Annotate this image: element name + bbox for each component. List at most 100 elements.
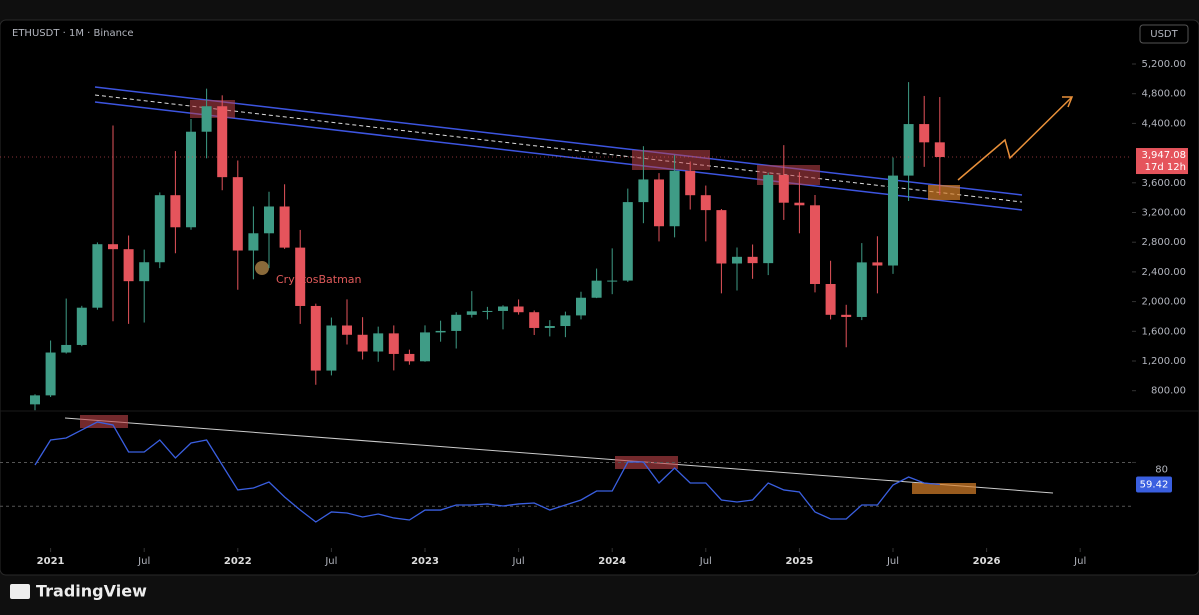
candle-body	[872, 262, 883, 266]
candle-body	[123, 249, 134, 282]
candle-body	[841, 314, 852, 317]
channel-mid	[94, 94, 1023, 203]
candle-body	[139, 262, 150, 282]
y-tick-label: 2,400.00	[1141, 267, 1186, 278]
support-box	[928, 185, 960, 200]
y-tick-label: 2,800.00	[1141, 237, 1186, 248]
y-tick-label: 800.00	[1151, 386, 1186, 397]
candle-body	[404, 353, 415, 362]
candle-body	[856, 262, 867, 317]
candle-body	[591, 280, 602, 298]
candle-body	[669, 170, 680, 227]
channel-bottom	[94, 101, 1023, 211]
watermark-icon	[255, 261, 269, 275]
arrow-head	[1062, 96, 1074, 108]
candle-body	[903, 124, 914, 176]
x-tick-label: 2023	[411, 556, 439, 567]
candle-body	[700, 195, 711, 211]
candle-body	[420, 332, 430, 362]
candle-body	[825, 283, 836, 315]
candle-body	[778, 175, 789, 203]
candle-body	[888, 175, 898, 266]
candle-body	[310, 305, 321, 371]
candle-body	[498, 306, 508, 311]
x-tick-label: Jul	[512, 556, 525, 567]
last-price-label: 3,947.08	[1141, 150, 1186, 161]
candle-body	[170, 195, 181, 228]
candle-body	[607, 280, 618, 282]
candle-body	[934, 142, 945, 158]
candle-body	[685, 170, 696, 196]
rsi-box	[912, 483, 976, 494]
candle-body	[638, 179, 649, 203]
channel-top	[94, 86, 1023, 196]
rsi-box	[80, 415, 128, 428]
brand-logo	[10, 584, 30, 599]
candle-body	[654, 179, 664, 227]
symbol-title: ETHUSDT · 1M · Binance	[12, 28, 134, 39]
x-tick-label: Jul	[699, 556, 712, 567]
candle-body	[232, 177, 243, 251]
candle-body	[560, 315, 571, 327]
candle-body	[61, 344, 72, 353]
candle-body	[919, 124, 930, 143]
candle-body	[622, 202, 633, 281]
candle-body	[154, 195, 165, 263]
candle-body	[810, 205, 820, 284]
candle-body	[576, 297, 586, 316]
candle-body	[217, 106, 228, 178]
rsi-value-label: 59.42	[1140, 479, 1169, 490]
candle-body	[76, 307, 87, 345]
resistance-box	[190, 100, 235, 118]
currency-box	[1139, 24, 1189, 44]
candle-body	[108, 244, 118, 250]
rsi-line	[34, 421, 940, 523]
currency: USDT	[1150, 29, 1178, 40]
y-tick-label: 2,000.00	[1141, 297, 1186, 308]
candle-body	[451, 314, 462, 331]
candle-body	[513, 306, 524, 313]
candle-body	[279, 206, 290, 248]
y-tick-label: 3,200.00	[1141, 207, 1186, 218]
x-tick-label: 2024	[598, 556, 626, 567]
candle-body	[295, 247, 306, 306]
candle-body	[45, 352, 56, 396]
candle-body	[342, 325, 352, 335]
countdown: 17d 12h	[1145, 162, 1186, 173]
rsi-box	[615, 456, 678, 469]
x-tick-label: Jul	[1073, 556, 1086, 567]
y-tick-label: 4,400.00	[1141, 118, 1186, 129]
annotation: CryptosBatman	[276, 273, 362, 286]
y-tick-label: 4,800.00	[1141, 89, 1186, 100]
drawings	[64, 86, 1074, 494]
candle-body	[248, 233, 259, 251]
rsi-trendline	[64, 417, 1054, 494]
y-tick-label: 5,200.00	[1141, 59, 1186, 70]
candle-body	[466, 311, 477, 315]
x-tick-label: Jul	[137, 556, 150, 567]
candle-body	[544, 326, 555, 328]
candle-body	[794, 202, 805, 206]
candle-body	[732, 256, 742, 264]
candle-body	[326, 325, 337, 371]
candle-body	[716, 210, 727, 264]
candle-body	[186, 131, 196, 228]
x-tick-label: Jul	[324, 556, 337, 567]
x-tick-label: Jul	[886, 556, 899, 567]
candle-body	[435, 330, 446, 333]
candle-body	[373, 333, 384, 352]
candle-body	[482, 310, 493, 312]
candle-body	[388, 333, 399, 354]
x-tick-label: 2021	[37, 556, 65, 567]
rsi-tick-label: 80	[1155, 464, 1168, 475]
candle-body	[201, 106, 212, 132]
last-price-box	[1136, 148, 1188, 175]
candle-body	[763, 175, 774, 264]
brand: TradingView	[36, 582, 147, 601]
y-tick-label: 1,600.00	[1141, 326, 1186, 337]
rsi-value-box	[1136, 476, 1172, 493]
candle-body	[92, 244, 103, 308]
candle-body	[357, 334, 368, 352]
